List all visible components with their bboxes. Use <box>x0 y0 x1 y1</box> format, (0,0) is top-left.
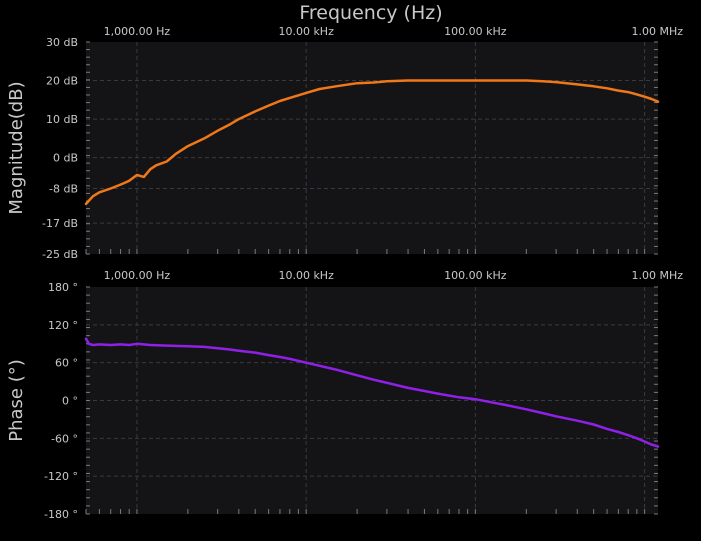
magnitude-x-tick-label: 1.00 MHz <box>631 25 683 38</box>
magnitude-y-axis-label: Magnitude(dB) <box>6 81 27 214</box>
chart-title: Frequency (Hz) <box>299 2 442 24</box>
magnitude-y-tick-label: 30 dB <box>46 36 78 49</box>
phase-x-tick-label: 1,000.00 Hz <box>104 269 171 282</box>
magnitude-y-tick-label: -8 dB <box>49 182 78 195</box>
phase-x-tick-label: 1.00 MHz <box>631 269 683 282</box>
magnitude-y-tick-label: -25 dB <box>42 248 78 261</box>
panels: 30 dB 20 dB 10 dB 0 dB -8 dB -17 dB -25 dB 1,00… <box>6 25 683 521</box>
phase-y-tick-label: -180 ° <box>44 508 78 521</box>
magnitude-y-tick-label: 20 dB <box>46 75 78 88</box>
phase-y-tick-label: 60 ° <box>55 357 78 370</box>
phase-x-tick-label: 100.00 kHz <box>444 269 507 282</box>
magnitude-x-tick-label: 100.00 kHz <box>444 25 507 38</box>
phase-y-tick-label: 0 ° <box>62 395 78 408</box>
phase-x-tick-label: 10.00 kHz <box>278 269 334 282</box>
magnitude-plot-area <box>86 42 658 254</box>
phase-series-line <box>84 337 660 448</box>
magnitude-series-line <box>84 79 660 206</box>
magnitude-x-tick-label: 10.00 kHz <box>278 25 334 38</box>
magnitude-y-tick-label: 10 dB <box>46 113 78 126</box>
phase-panel: 180 ° 120 ° 60 ° 0 ° -60 ° -120 ° -180 ° 1,000.… <box>6 269 683 521</box>
phase-y-tick-label: 180 ° <box>48 281 78 294</box>
magnitude-x-tick-label: 1,000.00 Hz <box>104 25 171 38</box>
phase-y-axis-label: Phase (°) <box>6 359 27 442</box>
phase-y-tick-label: -120 ° <box>44 470 78 483</box>
magnitude-panel: 30 dB 20 dB 10 dB 0 dB -8 dB -17 dB -25 dB 1,00… <box>6 25 683 261</box>
magnitude-y-tick-label: -17 dB <box>42 217 78 230</box>
phase-y-tick-label: -60 ° <box>51 432 78 445</box>
magnitude-y-tick-label: 0 dB <box>53 152 78 165</box>
phase-y-tick-label: 120 ° <box>48 319 78 332</box>
